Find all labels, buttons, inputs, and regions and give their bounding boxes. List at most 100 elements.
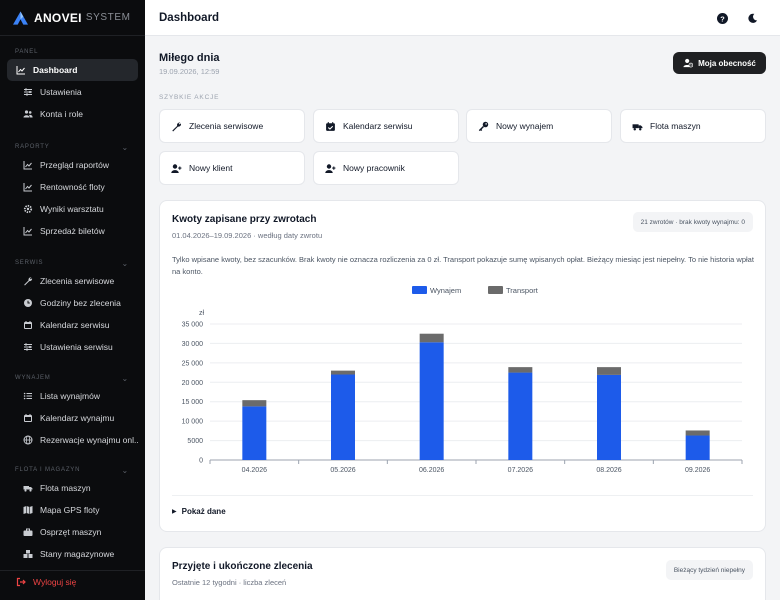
quick-action-label: Flota maszyn bbox=[650, 121, 701, 131]
quick-action-button[interactable]: Flota maszyn bbox=[620, 109, 766, 143]
wrench-icon bbox=[171, 121, 182, 132]
sidebar-item[interactable]: Stany magazynowe bbox=[7, 543, 138, 565]
sidebar-item[interactable]: Osprzęt maszyn bbox=[7, 521, 138, 543]
quick-action-label: Zlecenia serwisowe bbox=[189, 121, 264, 131]
y-tick-label: 20 000 bbox=[182, 380, 204, 387]
chart-line-icon bbox=[23, 160, 33, 170]
bar-segment bbox=[331, 374, 355, 460]
help-icon[interactable]: ? bbox=[715, 11, 729, 25]
sidebar-section-title: Flota i magazyn bbox=[15, 467, 81, 473]
y-tick-label: 15 000 bbox=[182, 399, 204, 406]
sidebar-item[interactable]: Zlecenia serwisowe bbox=[7, 270, 138, 292]
quick-action-button[interactable]: Kalendarz serwisu bbox=[313, 109, 459, 143]
user-plus-icon bbox=[171, 163, 182, 174]
logout-button[interactable]: Wyloguj się bbox=[0, 570, 145, 592]
bar-segment bbox=[331, 370, 355, 375]
chevron-down-icon: ⌄ bbox=[121, 258, 129, 268]
sidebar-section: Panel Dashboard Ustawienia Konta i role bbox=[0, 45, 145, 125]
sidebar-item[interactable]: Ustawienia bbox=[7, 81, 138, 103]
globe-icon bbox=[23, 435, 33, 445]
bar-segment bbox=[419, 333, 444, 343]
returns-card-note: Tylko wpisane kwoty, bez szacunków. Brak… bbox=[172, 255, 754, 276]
brand-subtitle: SYSTEM bbox=[85, 12, 131, 23]
sidebar-section: Serwis ⌄ Zlecenia serwisowe Godziny bez zle… bbox=[0, 256, 145, 358]
users-icon bbox=[23, 109, 33, 119]
sidebar-item[interactable]: Konta i role bbox=[7, 103, 138, 125]
sidebar-item-label: Mapa GPS floty bbox=[40, 505, 100, 515]
quick-actions-title: SZYBKIE AKCJE bbox=[159, 94, 220, 101]
sidebar-item-label: Lista wynajmów bbox=[40, 391, 100, 401]
sliders-icon bbox=[23, 87, 33, 97]
sidebar-item-label: Ustawienia bbox=[40, 87, 82, 97]
bar-segment bbox=[419, 342, 444, 460]
caret-right-icon: ▶ bbox=[172, 509, 177, 515]
sidebar-item-label: Sprzedaż biletów bbox=[40, 226, 105, 236]
orders-card-subtitle: Ostatnie 12 tygodni · liczba zleceń bbox=[172, 578, 287, 587]
sidebar-item[interactable]: Godziny bez zlecenia bbox=[7, 292, 138, 314]
sidebar-item[interactable]: Rezerwacje wynajmu onl... bbox=[7, 429, 138, 451]
sidebar-section-header[interactable]: Raporty ⌄ bbox=[0, 140, 145, 154]
sidebar-section-title: Serwis bbox=[15, 260, 44, 266]
sidebar-item[interactable]: Kalendarz serwisu bbox=[7, 314, 138, 336]
sidebar-section-title: Wynajem bbox=[15, 375, 51, 381]
my-presence-button[interactable]: Moja obecność bbox=[673, 52, 766, 74]
y-tick-label: 10 000 bbox=[182, 419, 204, 426]
show-data-toggle[interactable]: ▶ Pokaż dane bbox=[172, 507, 226, 516]
y-tick-label: 5000 bbox=[187, 438, 203, 445]
brand[interactable]: ANOVEI SYSTEM bbox=[0, 0, 145, 36]
sidebar-item[interactable]: Sprzedaż biletów bbox=[7, 220, 138, 242]
y-tick-label: 25 000 bbox=[182, 360, 204, 367]
logout-label: Wyloguj się bbox=[33, 576, 77, 587]
main-content: Miłego dnia 19.09.2026, 12:59 Moja obecn… bbox=[145, 36, 780, 600]
sidebar-item[interactable]: Lista wynajmów bbox=[7, 385, 138, 407]
sidebar-item[interactable]: Wyniki warsztatu bbox=[7, 198, 138, 220]
current-week-badge: Bieżący tydzień niepełny bbox=[665, 560, 753, 580]
sidebar-section-header[interactable]: Wynajem ⌄ bbox=[0, 371, 145, 385]
sidebar-item[interactable]: Mapa GPS floty bbox=[7, 499, 138, 521]
topbar: Dashboard ? bbox=[145, 0, 780, 36]
quick-action-button[interactable]: Nowy wynajem bbox=[466, 109, 612, 143]
x-tick-label: 05.2026 bbox=[330, 467, 355, 474]
sidebar-item[interactable]: Flota maszyn bbox=[7, 477, 138, 499]
current-datetime: 19.09.2026, 12:59 bbox=[159, 67, 220, 76]
x-tick-label: 07.2026 bbox=[508, 467, 533, 474]
sidebar-item-label: Konta i role bbox=[40, 109, 83, 119]
dark-mode-icon[interactable] bbox=[745, 11, 759, 25]
gear-icon bbox=[23, 204, 33, 214]
card-divider bbox=[172, 495, 753, 496]
bar-segment bbox=[685, 435, 710, 460]
chart-line-icon bbox=[16, 65, 26, 75]
quick-action-button[interactable]: Zlecenia serwisowe bbox=[159, 109, 305, 143]
sidebar-section-header[interactable]: Panel bbox=[0, 45, 145, 59]
sidebar-item[interactable]: Przegląd raportów bbox=[7, 154, 138, 176]
user-plus-icon bbox=[325, 163, 336, 174]
user-clock-icon bbox=[683, 58, 694, 68]
sidebar-item-label: Kalendarz wynajmu bbox=[40, 413, 115, 423]
sidebar-item[interactable]: Ustawienia serwisu bbox=[7, 336, 138, 358]
sidebar-item-label: Stany magazynowe bbox=[40, 549, 115, 559]
sidebar-item-label: Flota maszyn bbox=[40, 483, 91, 493]
svg-text:?: ? bbox=[720, 14, 725, 23]
sidebar-item-label: Wyniki warsztatu bbox=[40, 204, 104, 214]
bar-segment bbox=[508, 372, 533, 460]
my-presence-label: Moja obecność bbox=[698, 58, 756, 68]
sidebar-section-header[interactable]: Serwis ⌄ bbox=[0, 256, 145, 270]
calendar-icon bbox=[23, 413, 33, 423]
truck-icon bbox=[632, 121, 643, 132]
page-title: Dashboard bbox=[159, 11, 220, 24]
sidebar-section-header[interactable]: Flota i magazyn ⌄ bbox=[0, 463, 145, 477]
wrench-icon bbox=[23, 276, 33, 286]
bar-segment bbox=[597, 367, 621, 375]
quick-action-button[interactable]: Nowy pracownik bbox=[313, 151, 459, 185]
legend-swatch bbox=[488, 286, 503, 294]
quick-action-button[interactable]: Nowy klient bbox=[159, 151, 305, 185]
sidebar-item[interactable]: Kalendarz wynajmu bbox=[7, 407, 138, 429]
sidebar-item-label: Zlecenia serwisowe bbox=[40, 276, 115, 286]
sidebar-item[interactable]: Dashboard bbox=[7, 59, 138, 81]
orders-card-title: Przyjęte i ukończone zlecenia bbox=[172, 561, 313, 572]
returns-chart: Wynajem Transport zł 0 5000 10 000 15 000 20 00… bbox=[182, 286, 743, 474]
legend-swatch bbox=[412, 286, 427, 294]
sidebar-item[interactable]: Rentowność floty bbox=[7, 176, 138, 198]
quick-action-label: Kalendarz serwisu bbox=[343, 121, 413, 131]
y-tick-label: 30 000 bbox=[182, 341, 204, 348]
